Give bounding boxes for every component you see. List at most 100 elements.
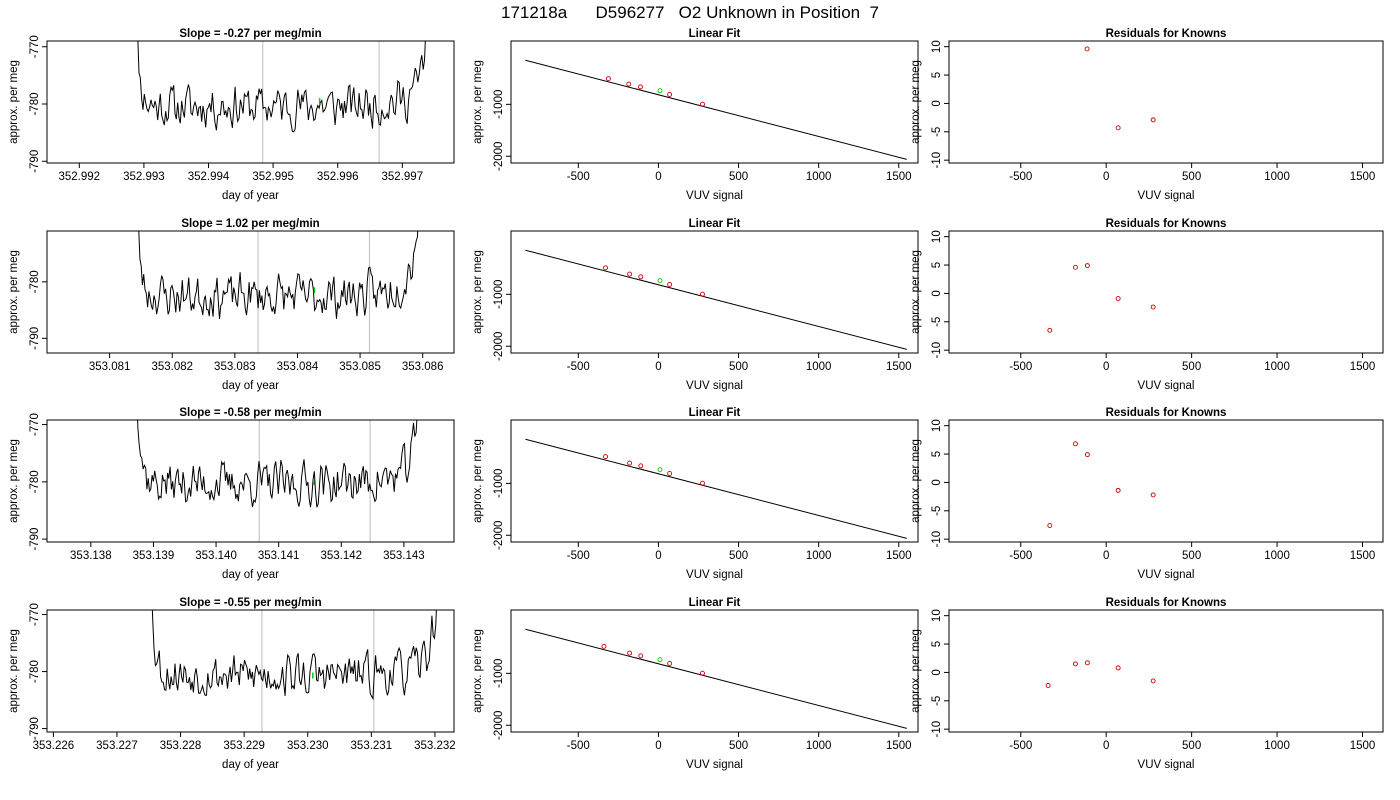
x-tick-label: 352.993 [123, 171, 165, 183]
y-tick-label: 0 [931, 479, 943, 485]
y-tick-label: -2000 [493, 332, 505, 361]
plot-frame [510, 230, 919, 354]
y-axis-label: approx. per meg [472, 629, 484, 713]
y-axis-label: approx. per meg [910, 629, 922, 713]
y-tick-label: -5 [931, 317, 943, 327]
y-tick-label: 5 [931, 262, 943, 268]
x-tick-label: 352.997 [382, 171, 424, 183]
y-tick-label: -790 [29, 150, 41, 173]
x-tick-label: 353.085 [339, 361, 381, 373]
known-point [667, 92, 673, 97]
y-tick-label: -1000 [493, 280, 505, 309]
x-tick-label: 0 [655, 740, 661, 752]
x-tick-label: 500 [1182, 361, 1201, 373]
y-tick-label: -790 [29, 327, 41, 350]
plot-area [1084, 46, 1156, 131]
x-tick-label: 1000 [1264, 361, 1290, 373]
x-tick-label: 353.142 [321, 550, 363, 562]
x-tick-label: 0 [1103, 171, 1109, 183]
x-tick-label: 352.994 [188, 171, 230, 183]
x-tick-label: 353.231 [351, 740, 393, 752]
x-tick-label: 1000 [806, 361, 832, 373]
plot-frame [46, 230, 455, 354]
y-tick-label: -790 [29, 528, 41, 551]
x-tick-label: 1500 [1350, 171, 1376, 183]
data-trace [137, 420, 418, 508]
y-tick-label: -770 [29, 35, 41, 58]
plot-area [525, 249, 907, 350]
y-tick-label: -770 [29, 603, 41, 626]
residual-point [1072, 661, 1078, 667]
y-axis-label: approx. per meg [472, 439, 484, 523]
y-axis-label: approx. per meg [910, 439, 922, 523]
x-tick-label: 1000 [1264, 550, 1290, 562]
unknown-point [657, 467, 663, 473]
known-point [638, 84, 643, 90]
panel-2-3: Residuals for Knowns -500 0 500 1000 1500 10 5 0… [910, 218, 1384, 392]
x-tick-label: 353.081 [89, 361, 131, 373]
plot-frame [46, 609, 455, 733]
y-axis-label: approx. per meg [910, 250, 922, 334]
x-tick-label: 1500 [1350, 550, 1376, 562]
y-tick-label: -1000 [493, 659, 505, 688]
x-tick-label: -500 [567, 361, 590, 373]
plot-frame [948, 419, 1384, 543]
panel-1-1: Slope = -0.27 per meg/min 352.992 352.993 3… [8, 28, 455, 202]
panel-4-1: Slope = -0.55 per meg/min 353.226 353.227 3… [8, 597, 456, 771]
data-trace [151, 610, 437, 701]
x-tick-label: 352.996 [317, 171, 359, 183]
y-tick-label: -10 [931, 152, 943, 169]
y-tick-label: -2000 [493, 521, 505, 550]
plot-area [1047, 263, 1156, 333]
residual-point [1045, 683, 1051, 688]
x-axis-label: VUV signal [686, 380, 743, 392]
x-tick-label: 353.143 [383, 550, 425, 562]
y-tick-label: -10 [931, 721, 943, 738]
panel-title: Slope = -0.27 per meg/min [179, 28, 321, 40]
y-tick-label: 5 [931, 451, 943, 457]
y-tick-label: 10 [931, 609, 943, 622]
x-tick-label: 353.228 [160, 740, 202, 752]
y-tick-label: -1000 [493, 90, 505, 119]
residual-point [1084, 263, 1090, 269]
x-tick-label: 0 [1103, 740, 1109, 752]
plot-frame [948, 40, 1384, 164]
data-trace [138, 231, 419, 319]
x-tick-label: 0 [655, 171, 661, 183]
x-tick-label: 1000 [806, 740, 832, 752]
y-axis-label: approx. per meg [910, 60, 922, 144]
x-tick-label: -500 [1009, 740, 1032, 752]
panel-3-1: Slope = -0.58 per meg/min 353.138 353.139 3… [8, 407, 455, 581]
y-tick-label: -770 [29, 413, 41, 436]
residual-point [1150, 678, 1156, 684]
residual-point [1115, 296, 1121, 301]
y-tick-label: -780 [29, 270, 41, 293]
x-tick-label: -500 [567, 740, 590, 752]
x-tick-label: 1500 [886, 740, 912, 752]
x-tick-label: 1500 [1350, 361, 1376, 373]
y-tick-label: 0 [931, 290, 943, 296]
known-point [700, 101, 705, 107]
panel-1-2: Linear Fit -500 0 500 1000 1500 -1000 -2000 VUV … [472, 28, 919, 202]
x-tick-label: 0 [655, 361, 661, 373]
x-axis-label: day of year [222, 380, 279, 392]
panel-3-2: Linear Fit -500 0 500 1000 1500 -1000 -2000 VUV … [472, 407, 919, 581]
y-tick-label: -5 [931, 696, 943, 706]
residual-point [1072, 264, 1078, 270]
known-point [627, 460, 633, 466]
fit-line [525, 628, 907, 729]
plot-frame [46, 40, 455, 164]
residual-point [1084, 46, 1090, 52]
figure-supertitle: 171218a D596277 O2 Unknown in Position 7 [501, 3, 879, 22]
x-tick-label: 1500 [886, 550, 912, 562]
plot-area [525, 628, 907, 729]
x-axis-label: day of year [222, 190, 279, 202]
y-axis-label: approx. per meg [8, 629, 20, 713]
y-tick-label: -10 [931, 531, 943, 548]
panel-title: Residuals for Knowns [1106, 597, 1227, 609]
unknown-point [657, 278, 663, 284]
x-tick-label: 353.084 [277, 361, 319, 373]
panel-title: Linear Fit [689, 407, 741, 419]
residual-point [1150, 492, 1156, 498]
